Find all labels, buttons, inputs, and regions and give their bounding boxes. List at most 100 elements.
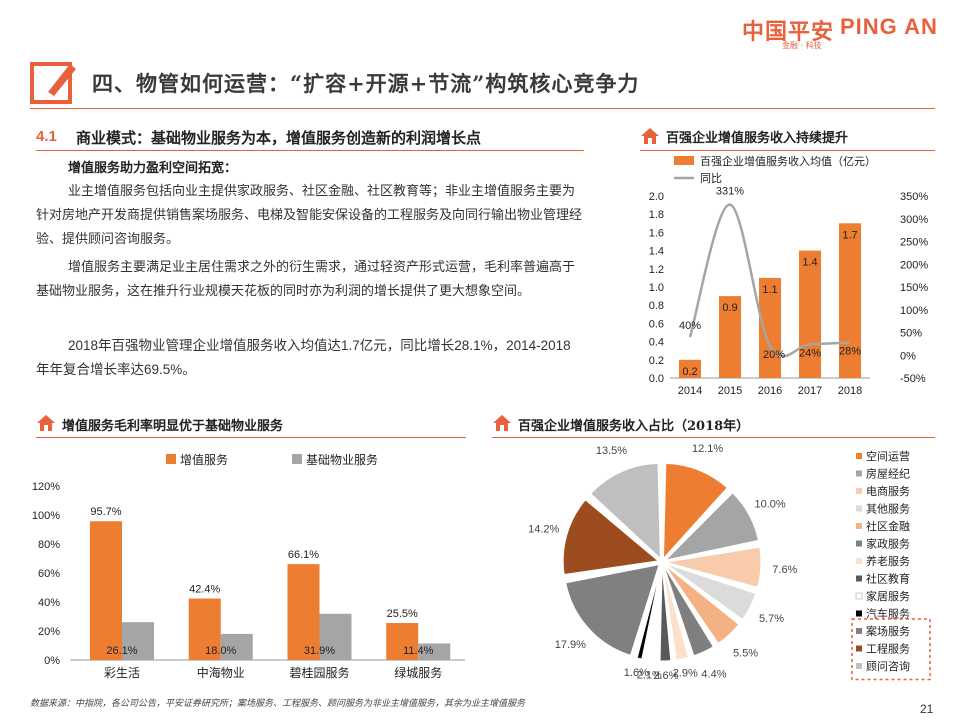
- y2-tick-label: 50%: [900, 328, 922, 340]
- y-tick-label: 0%: [44, 655, 60, 667]
- bar-basic: [319, 613, 352, 660]
- y2-tick-label: 0%: [900, 350, 916, 362]
- legend-swatch: [855, 592, 863, 600]
- y-tick-label: 0.0: [649, 373, 664, 385]
- bar-value-label: 0.2: [682, 366, 697, 378]
- pie-slice: [646, 565, 663, 662]
- pie-value-label: 5.5%: [733, 647, 758, 659]
- y-tick-label: 0.6: [649, 318, 664, 330]
- chart2-title: 增值服务毛利率明显优于基础物业服务: [62, 419, 284, 434]
- pie-value-label: 12.1%: [692, 443, 723, 455]
- x-tick-label: 2015: [718, 385, 742, 397]
- bar-value-added: [188, 598, 221, 660]
- legend-label-bar: 百强企业增值服务收入均值（亿元）: [700, 154, 876, 168]
- section-number: 4.1: [36, 128, 57, 145]
- legend-label: 电商服务: [866, 484, 910, 498]
- legend-swatch: [856, 663, 862, 669]
- source-note: 数据来源：中指院，各公司公告，平安证券研究所；案场服务、工程服务、顾问服务为非业…: [30, 699, 526, 709]
- pie-value-label: 5.7%: [759, 613, 784, 625]
- legend-swatch: [856, 488, 862, 494]
- legend-swatch-value-added: [166, 454, 176, 464]
- pie-slice: [665, 546, 762, 589]
- revenue-growth-chart: 百强企业增值服务收入均值（亿元） 同比 0.0 0.2 0.4 0.6 0.8 1.0 1.2 1…: [649, 154, 929, 397]
- pie-slice: [663, 565, 714, 657]
- section-divider: [36, 150, 584, 151]
- pie-slice: [662, 565, 690, 661]
- line-value-label: 24%: [799, 347, 821, 359]
- legend-label: 汽车服务: [866, 607, 910, 621]
- pie-value-label: 4.4%: [701, 668, 726, 680]
- bar-value-label: 25.5%: [387, 608, 418, 620]
- legend-label: 其他服务: [866, 503, 910, 516]
- bar-value-label: 31.9%: [304, 645, 335, 657]
- pie-value-label: 13.5%: [596, 445, 627, 457]
- y2-tick-label: -50%: [900, 373, 926, 385]
- section-subhead: 增值服务助力盈利空间拓宽：: [68, 161, 238, 176]
- bar-value-label: 66.1%: [288, 549, 319, 561]
- y2-tick-label: 250%: [900, 237, 928, 249]
- legend-swatch: [856, 453, 862, 459]
- pie-slice: [659, 565, 672, 662]
- y2-tick-label: 100%: [900, 305, 928, 317]
- pie-slice: [664, 564, 740, 645]
- line-value-label: 20%: [763, 349, 785, 361]
- pie-value-label: 14.2%: [528, 523, 559, 535]
- bar-value-label: 18.0%: [205, 645, 236, 657]
- pie-slice: [636, 565, 662, 660]
- bar-value-label: 1.1: [762, 284, 777, 296]
- legend-label: 家政服务: [866, 537, 910, 551]
- bar: [719, 296, 741, 378]
- y-tick-label: 0.2: [649, 355, 664, 367]
- y2-tick-label: 300%: [900, 214, 928, 226]
- growth-series-line: [688, 203, 851, 358]
- pie-value-label: 1.6%: [624, 667, 649, 679]
- title-divider: [30, 108, 935, 109]
- logo-text-cn: 中国平安: [742, 20, 835, 45]
- logo-text-en: PING AN: [840, 14, 938, 39]
- chart3-divider: [492, 437, 935, 438]
- pie-slice: [562, 499, 660, 575]
- legend-label: 工程服务: [866, 643, 910, 656]
- pie-value-label: 2.1%: [637, 669, 662, 681]
- non-owner-highlight-box: [851, 618, 931, 681]
- bar-value-added: [386, 623, 419, 660]
- y-tick-label: 1.2: [649, 264, 664, 276]
- house-icon: [493, 415, 511, 431]
- legend-swatch: [856, 575, 862, 582]
- page-number: 21: [920, 702, 934, 716]
- y-tick-label: 2.0: [649, 191, 664, 203]
- x-tick-label: 中海物业: [197, 665, 245, 680]
- legend-label: 养老服务: [866, 554, 910, 568]
- bar-value-label: 95.7%: [90, 506, 121, 518]
- chart3-title: 百强企业增值服务收入占比（2018年）: [518, 419, 750, 434]
- y-tick-label: 1.0: [649, 282, 664, 294]
- bar-value-label: 1.4: [802, 257, 817, 269]
- legend-swatch: [856, 558, 862, 564]
- pie-value-label: 2.9%: [673, 668, 698, 680]
- legend-swatch: [856, 470, 862, 477]
- legend-label-line: 同比: [700, 172, 722, 185]
- legend-swatch: [856, 610, 862, 617]
- line-value-label: 331%: [716, 186, 744, 198]
- chart1-divider: [640, 150, 935, 151]
- gross-margin-chart: 增值服务 基础物业服务 0% 20% 40% 60% 80% 100% 120% 95.7% 26.…: [32, 452, 465, 680]
- revenue-share-pie: 12.1% 10.0% 7.6% 5.7% 5.5% 4.4%2.9%2.6%2.1%1.…: [528, 443, 931, 682]
- line-value-label: 40%: [679, 320, 701, 332]
- y-tick-label: 0.4: [649, 337, 664, 349]
- y-tick-label: 40%: [38, 597, 60, 609]
- legend-label: 空间运营: [866, 449, 910, 463]
- x-tick-label: 2018: [838, 385, 862, 397]
- x-tick-label: 2017: [798, 385, 822, 397]
- paragraph-2: 增值服务主要满足业主居住需求之外的衍生需求，通过轻资产形式运营，毛利率普遍高于基…: [36, 260, 576, 299]
- bar-basic: [418, 643, 451, 660]
- paragraph-1: 业主增值服务包括向业主提供家政服务、社区金融、社区教育等；非业主增值服务主要为针…: [36, 184, 583, 247]
- pie-slice: [663, 492, 760, 561]
- bar: [839, 223, 861, 378]
- x-tick-label: 绿城服务: [394, 665, 442, 680]
- chart2-divider: [36, 437, 466, 438]
- pie-slice: [662, 462, 728, 560]
- x-tick-label: 2014: [678, 385, 702, 397]
- bar-value-label: 26.1%: [106, 645, 137, 657]
- legend-swatch: [856, 523, 862, 529]
- pie-value-label: 10.0%: [754, 498, 785, 510]
